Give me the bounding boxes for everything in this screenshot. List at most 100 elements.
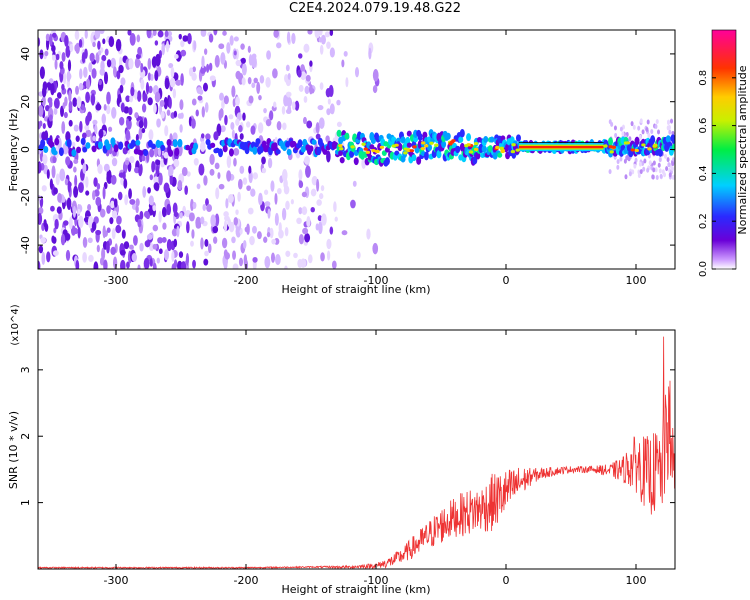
spectrogram-noise-mark	[261, 156, 266, 165]
spectrogram-ridge-mark	[497, 152, 503, 158]
spectrogram-noise-mark	[281, 169, 288, 182]
spectrogram-noise-mark	[173, 238, 178, 248]
spectrogram-noise-mark	[173, 53, 179, 60]
spectrogram-peak-mark	[515, 148, 520, 152]
spectrogram-ridge-mark	[436, 150, 442, 159]
spectrogram-noise-mark	[327, 98, 331, 105]
spectrogram-noise-mark	[52, 156, 57, 164]
spectrogram-noise-mark	[212, 225, 219, 234]
spectrogram-noise-mark	[192, 201, 197, 209]
spectrogram-noise-mark	[153, 103, 157, 114]
spectrogram-peak-mark	[421, 141, 426, 145]
spectrogram-noise-mark	[49, 178, 53, 190]
spectrogram-peak-mark	[379, 145, 385, 149]
spectrogram-noise-mark	[64, 35, 69, 47]
spectrogram-noise-mark	[109, 217, 114, 225]
spectrogram-noise-mark	[256, 81, 261, 94]
spectrogram-noise-mark	[139, 242, 144, 252]
spectrogram-noise-mark	[170, 66, 175, 78]
y-tick-label: -20	[19, 188, 32, 206]
spectrogram-noise-mark	[77, 208, 81, 215]
spectrogram-noise-mark	[56, 206, 62, 214]
spectrogram-noise-mark	[308, 254, 313, 264]
spectrogram-peak-mark	[434, 143, 439, 147]
spectrogram-noise-mark	[350, 199, 356, 209]
spectrogram-ridge-mark	[671, 139, 675, 145]
spectrogram-noise-mark	[652, 160, 656, 166]
spectrogram-noise-mark	[173, 158, 180, 168]
spectrogram-noise-mark	[219, 92, 225, 101]
spectrogram-peak-mark	[634, 148, 639, 153]
spectrogram-ridge-mark	[80, 137, 86, 146]
spectrogram-noise-mark	[111, 210, 118, 219]
spectrogram-noise-mark	[226, 155, 232, 169]
spectrogram-noise-mark	[111, 157, 118, 167]
spectrogram-noise-mark	[121, 229, 126, 239]
spectrogram-noise-mark	[209, 75, 216, 82]
spectrogram-noise-mark	[235, 70, 241, 80]
spectrogram-noise-mark	[638, 134, 642, 140]
spectrogram-noise-mark	[87, 237, 93, 244]
spectrogram-noise-mark	[78, 215, 84, 229]
spectrogram-noise-mark	[329, 226, 334, 235]
spectrogram-noise-mark	[60, 233, 66, 246]
spectrogram-noise-mark	[252, 225, 257, 234]
spectrogram-noise-mark	[176, 225, 180, 238]
spectrogram-noise-mark	[53, 187, 58, 195]
spectrogram-noise-mark	[265, 76, 271, 88]
colorbar-tick-label: 0.8	[698, 70, 709, 86]
spectrogram-noise-mark	[316, 199, 322, 206]
spectrogram-noise-mark	[261, 167, 267, 174]
spectrogram-noise-mark	[218, 183, 225, 190]
spectrogram-noise-mark	[315, 122, 320, 134]
spectrogram-noise-mark	[38, 37, 41, 47]
spectrogram-noise-mark	[343, 50, 348, 57]
spectrogram-ridge-mark	[381, 150, 387, 157]
spectrogram-noise-mark	[93, 261, 99, 269]
spectrogram-noise-mark	[97, 164, 103, 175]
spectrogram-noise-mark	[303, 96, 308, 103]
spectrogram-noise-mark	[138, 120, 144, 129]
spectrogram-noise-mark	[92, 41, 96, 48]
spectrogram-noise-mark	[51, 44, 56, 53]
spectrogram-noise-mark	[156, 257, 161, 264]
spectrogram-noise-mark	[267, 208, 271, 219]
spectrogram-noise-mark	[65, 156, 71, 166]
spectrogram-noise-mark	[66, 197, 72, 211]
spectrogram-noise-mark	[188, 67, 194, 77]
spectrogram-noise-mark	[200, 133, 205, 139]
spectrogram-noise-mark	[209, 153, 215, 166]
spectrogram-noise-mark	[297, 69, 302, 78]
spectrogram-ridge-mark	[353, 157, 359, 166]
spectrogram-noise-mark	[110, 57, 117, 69]
spectrogram-noise-mark	[195, 216, 202, 229]
spectrogram-noise-mark	[247, 45, 251, 53]
spectrogram-noise-mark	[664, 153, 668, 159]
spectrogram-noise-mark	[88, 254, 94, 263]
spectrogram-noise-mark	[187, 33, 192, 45]
spectrogram-noise-mark	[134, 166, 140, 174]
spectrogram-noise-mark	[140, 78, 145, 90]
spectrogram-noise-mark	[202, 82, 208, 92]
spectrogram-noise-mark	[120, 102, 125, 113]
spectrogram-noise-mark	[157, 30, 164, 38]
spectrogram-noise-mark	[372, 242, 379, 255]
spectrogram-noise-mark	[233, 50, 237, 56]
spectrogram-ridge-mark	[40, 139, 46, 148]
spectrogram-noise-mark	[164, 77, 170, 90]
spectrogram-noise-mark	[201, 106, 205, 118]
spectrogram-noise-mark	[79, 68, 83, 80]
spectrogram-noise-mark	[142, 186, 147, 198]
spectrogram-noise-mark	[172, 132, 178, 141]
spectrogram-noise-mark	[78, 82, 84, 91]
spectrogram-ridge-mark	[135, 139, 141, 146]
spectrogram-noise-mark	[146, 30, 152, 39]
spectrogram-noise-mark	[639, 118, 643, 124]
spectrogram-noise-mark	[164, 43, 171, 49]
spectrogram-noise-mark	[318, 37, 322, 43]
spectrogram-ridge-mark	[138, 150, 144, 156]
spectrogram-noise-mark	[619, 156, 623, 162]
spectrogram-noise-mark	[317, 215, 322, 222]
spectrogram-noise-mark	[639, 169, 643, 175]
spectrogram-noise-mark	[153, 182, 160, 191]
